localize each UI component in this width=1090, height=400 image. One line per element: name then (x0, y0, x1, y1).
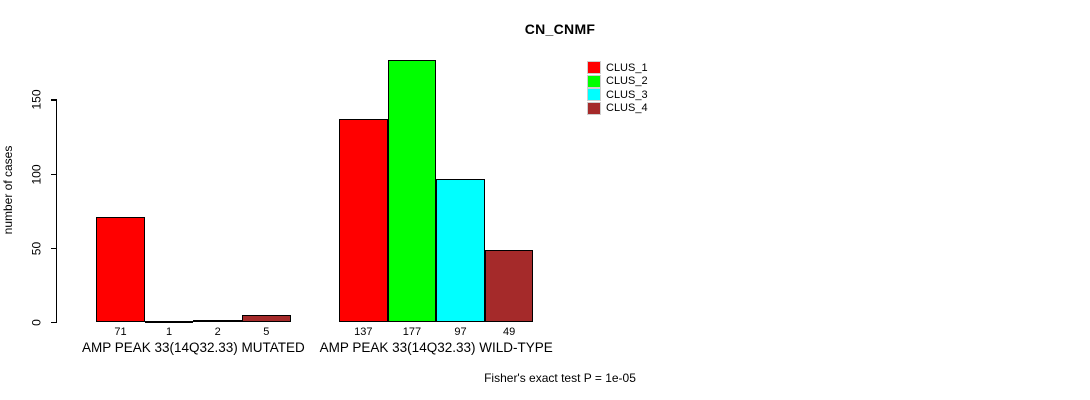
bar-clus_3-group1 (193, 319, 242, 323)
category-label-group2: AMP PEAK 33(14Q32.33) WILD-TYPE (319, 340, 553, 355)
legend-label: CLUS_1 (606, 61, 648, 74)
y-tick (50, 247, 57, 249)
y-tick (50, 322, 57, 324)
chart-title: CN_CNMF (524, 21, 596, 37)
bar-value-label: 137 (354, 326, 373, 338)
bar-clus_3-group2 (436, 178, 485, 323)
legend-item: CLUS_4 (587, 101, 648, 116)
legend: CLUS_1 CLUS_2 CLUS_3 CLUS_4 (587, 61, 648, 115)
legend-item: CLUS_2 (587, 74, 648, 89)
legend-swatch-clus_1 (587, 61, 601, 75)
bar-value-label: 177 (402, 326, 422, 338)
bar-clus_2-group1 (144, 321, 194, 324)
y-tick-label: 100 (29, 164, 44, 185)
y-axis (56, 99, 58, 324)
y-tick-label: 150 (29, 89, 44, 110)
bar-value-label: 5 (263, 326, 270, 338)
legend-item: CLUS_3 (587, 88, 648, 102)
y-tick (50, 99, 57, 101)
legend-swatch-clus_4 (587, 101, 601, 115)
bar-clus_1-group2 (339, 119, 388, 323)
legend-label: CLUS_2 (606, 75, 648, 88)
bar-clus_4-group2 (484, 249, 534, 323)
bar-value-label: 1 (166, 326, 173, 338)
fisher-test-note: Fisher's exact test P = 1e-05 (484, 371, 636, 385)
bar-value-label: 49 (502, 326, 516, 338)
y-tick-label: 0 (29, 319, 44, 326)
bar-clus_1-group1 (96, 217, 145, 323)
y-tick (50, 173, 57, 175)
bar-value-label: 97 (454, 326, 467, 338)
bar-value-label: 71 (114, 326, 127, 338)
category-label-group1: AMP PEAK 33(14Q32.33) MUTATED (81, 340, 305, 355)
bar-value-label: 2 (214, 326, 221, 338)
y-tick-label: 50 (29, 241, 44, 255)
bar-clus_2-group2 (387, 59, 437, 323)
legend-label: CLUS_3 (606, 88, 648, 101)
legend-item: CLUS_1 (587, 61, 648, 75)
legend-swatch-clus_2 (587, 74, 601, 88)
legend-label: CLUS_4 (606, 102, 648, 115)
bar-clus_4-group1 (242, 315, 291, 323)
legend-swatch-clus_3 (587, 88, 601, 102)
